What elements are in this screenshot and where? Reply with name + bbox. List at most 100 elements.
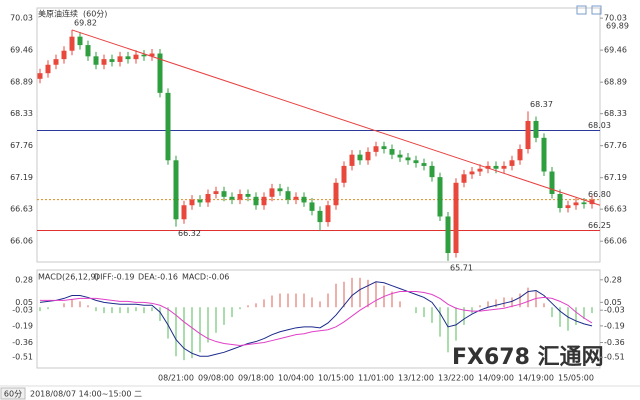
candle-body: [77, 36, 83, 46]
candle-body: [469, 171, 475, 175]
candle-body: [109, 59, 115, 62]
candle-body: [429, 165, 435, 178]
candle-body: [277, 188, 283, 192]
legend-entry: DIFF:-0.19: [94, 273, 135, 282]
candle-body: [357, 154, 363, 161]
level-label: 68.03: [588, 121, 611, 130]
y-tick-label: 0.28: [15, 275, 33, 284]
price-annotation: 69.82: [74, 18, 97, 27]
macd-title: MACD(26,12,9): [38, 273, 99, 282]
candle-body: [229, 196, 235, 200]
macd-line: [40, 291, 593, 346]
candle-body: [477, 168, 483, 172]
chart-title: 美原油连续: [38, 9, 78, 19]
candle-body: [221, 191, 227, 197]
candle-body: [245, 194, 251, 197]
candle-body: [37, 73, 43, 79]
y-tick-label: -0.51: [12, 353, 33, 362]
candle-body: [165, 92, 171, 161]
candle-body: [325, 205, 331, 223]
candle-body: [61, 50, 67, 60]
candle-body: [533, 120, 539, 138]
candle-body: [509, 160, 515, 166]
legend-entry: DEA:-0.16: [138, 273, 178, 282]
y-tick-label: 67.76: [604, 141, 627, 150]
candle-body: [581, 202, 587, 205]
y-tick-label: 66.06: [604, 237, 627, 246]
y-tick-label: 69.46: [10, 46, 33, 55]
y-tick-label: 0.28: [604, 275, 622, 284]
x-tick-label: 13/22:00: [438, 374, 474, 383]
price-annotation: 68.37: [530, 100, 553, 109]
price-annotation: 65.71: [450, 263, 473, 272]
candle-body: [365, 151, 371, 161]
candle-body: [397, 154, 403, 158]
y-tick-label: -0.03: [604, 306, 625, 315]
candle-body: [493, 165, 499, 169]
candle-body: [381, 146, 387, 150]
y-tick-label: 70.03: [604, 14, 627, 23]
y-tick-label: -0.51: [604, 353, 625, 362]
price-panel: [36, 7, 601, 263]
y-tick-label: 0.05: [15, 298, 33, 307]
candle-body: [261, 196, 267, 206]
candle-body: [45, 64, 51, 74]
x-tick-label: 10/04:00: [278, 374, 314, 383]
candle-body: [413, 160, 419, 164]
candle-body: [445, 216, 451, 254]
macd-panel: [36, 269, 601, 369]
y-tick-label: 0.05: [604, 298, 622, 307]
x-tick-label: 08/21:00: [158, 374, 194, 383]
candle-body: [173, 160, 179, 220]
candle-body: [253, 196, 259, 206]
candle-body: [333, 182, 339, 206]
icon[interactable]: [576, 5, 587, 15]
candle-body: [205, 194, 211, 203]
period-button-label[interactable]: 60分: [4, 390, 22, 399]
y-tick-label: 69.46: [604, 46, 627, 55]
icon[interactable]: [591, 5, 602, 15]
price-annotation: 66.32: [178, 229, 201, 238]
candle-body: [437, 177, 443, 217]
candle-body: [501, 165, 507, 169]
candle-body: [517, 149, 523, 161]
chart-period: (60分): [83, 10, 107, 19]
level-label: 66.80: [588, 190, 611, 199]
candle-body: [565, 205, 571, 209]
candle-body: [117, 56, 123, 62]
candle-body: [133, 54, 139, 60]
top-label: 69.89: [606, 21, 629, 30]
y-tick-label: 68.33: [604, 109, 627, 118]
candle-body: [389, 149, 395, 155]
y-tick-label: 66.06: [10, 237, 33, 246]
y-tick-label: 70.03: [10, 14, 33, 23]
candle-body: [293, 196, 299, 200]
x-tick-label: 14/09:00: [478, 374, 514, 383]
candle-body: [157, 53, 163, 93]
candle-body: [549, 171, 555, 195]
footer-info: 2018/08/07 14:00~15:00 二: [30, 390, 142, 399]
candle-body: [525, 120, 531, 150]
period-button[interactable]: [0, 387, 26, 400]
x-tick-label: 14/19:00: [518, 374, 554, 383]
y-tick-label: -0.03: [12, 306, 33, 315]
candle-body: [349, 154, 355, 166]
candle-body: [453, 182, 459, 254]
y-tick-label: -0.19: [12, 321, 33, 330]
y-tick-label: 66.63: [604, 205, 627, 214]
candle-body: [285, 191, 291, 200]
x-tick-label: 13/12:00: [398, 374, 434, 383]
y-tick-label: 68.89: [10, 78, 33, 87]
candle-body: [557, 194, 563, 209]
macd-line: [39, 281, 593, 357]
candle-body: [237, 194, 243, 200]
candle-body: [341, 165, 347, 183]
trend-line: [71, 29, 601, 206]
candle-body: [541, 137, 547, 172]
x-tick-label: 09/08:00: [198, 374, 234, 383]
candle-body: [373, 146, 379, 152]
candle-body: [317, 210, 323, 223]
x-tick-label: 11/01:00: [358, 374, 394, 383]
candle-body: [573, 202, 579, 206]
